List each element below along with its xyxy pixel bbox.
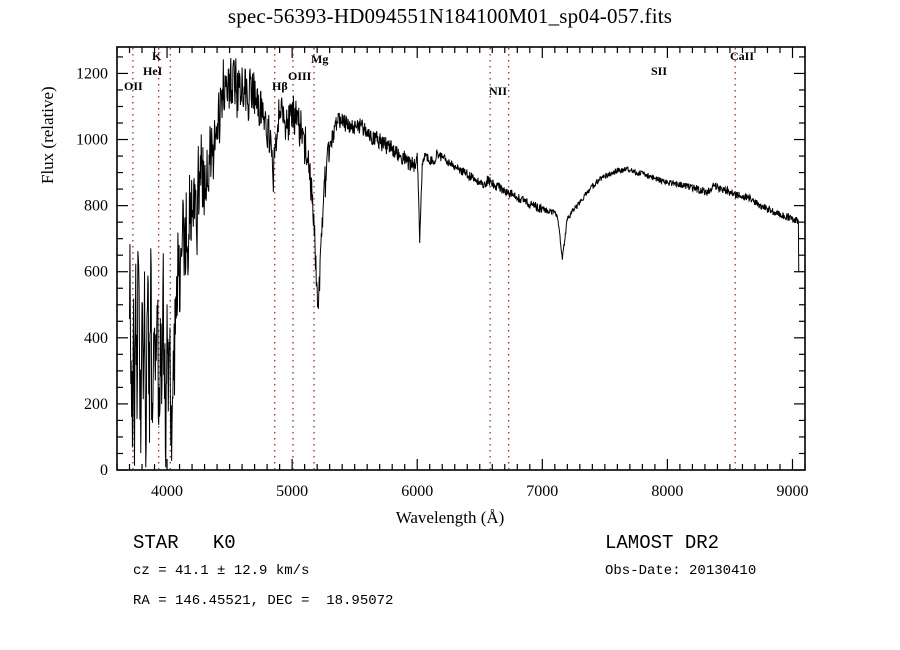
svg-text:200: 200: [84, 396, 108, 413]
metadata-right-column: LAMOST DR2 Obs-Date: 20130410: [605, 530, 756, 586]
svg-text:400: 400: [84, 330, 108, 347]
survey-row: LAMOST DR2: [605, 532, 720, 554]
svg-text:9000: 9000: [776, 483, 808, 500]
line-marker-rules: [132, 48, 736, 469]
redshift-row: cz = 41.1 ± 12.9 km/s: [133, 563, 310, 579]
svg-text:1000: 1000: [76, 132, 108, 149]
axes-frame: [116, 46, 806, 471]
line-label-mg: Mg: [311, 52, 328, 66]
metadata-footer: STAR K0 cz = 41.1 ± 12.9 km/s RA = 146.4…: [0, 530, 900, 650]
y-axis-label: Flux (relative): [38, 86, 57, 184]
star-type-row: STAR K0: [133, 532, 236, 554]
line-label-nii: NII: [489, 84, 507, 98]
svg-text:4000: 4000: [151, 483, 183, 500]
line-label-k: K: [152, 49, 162, 63]
line-label-hβ: Hβ: [272, 79, 288, 93]
svg-text:5000: 5000: [276, 483, 308, 500]
metadata-left-column: STAR K0 cz = 41.1 ± 12.9 km/s RA = 146.4…: [133, 530, 393, 616]
svg-text:6000: 6000: [401, 483, 433, 500]
line-label-sii: SII: [651, 64, 667, 78]
line-label-oii: OII: [124, 79, 143, 93]
svg-text:600: 600: [84, 264, 108, 281]
line-label-hei: HeI: [143, 64, 163, 78]
svg-text:800: 800: [84, 198, 108, 215]
coordinates-row: RA = 146.45521, DEC = 18.95072: [133, 593, 394, 609]
spectrum-trace: [129, 58, 800, 468]
line-label-caii: CaII: [730, 49, 754, 63]
axis-tick-labels: 4000 5000 6000 7000 8000 9000 0 200 400 600 800 100…: [76, 65, 808, 500]
svg-text:8000: 8000: [651, 483, 683, 500]
line-label-oiii: OIII: [288, 69, 312, 83]
page-title: spec-56393-HD094551N184100M01_sp04-057.f…: [227, 4, 673, 28]
svg-text:1200: 1200: [76, 65, 108, 82]
x-axis-label: Wavelength (Å): [395, 508, 505, 527]
obs-date-row: Obs-Date: 20130410: [605, 563, 757, 579]
svg-text:7000: 7000: [526, 483, 558, 500]
svg-text:0: 0: [100, 462, 108, 479]
